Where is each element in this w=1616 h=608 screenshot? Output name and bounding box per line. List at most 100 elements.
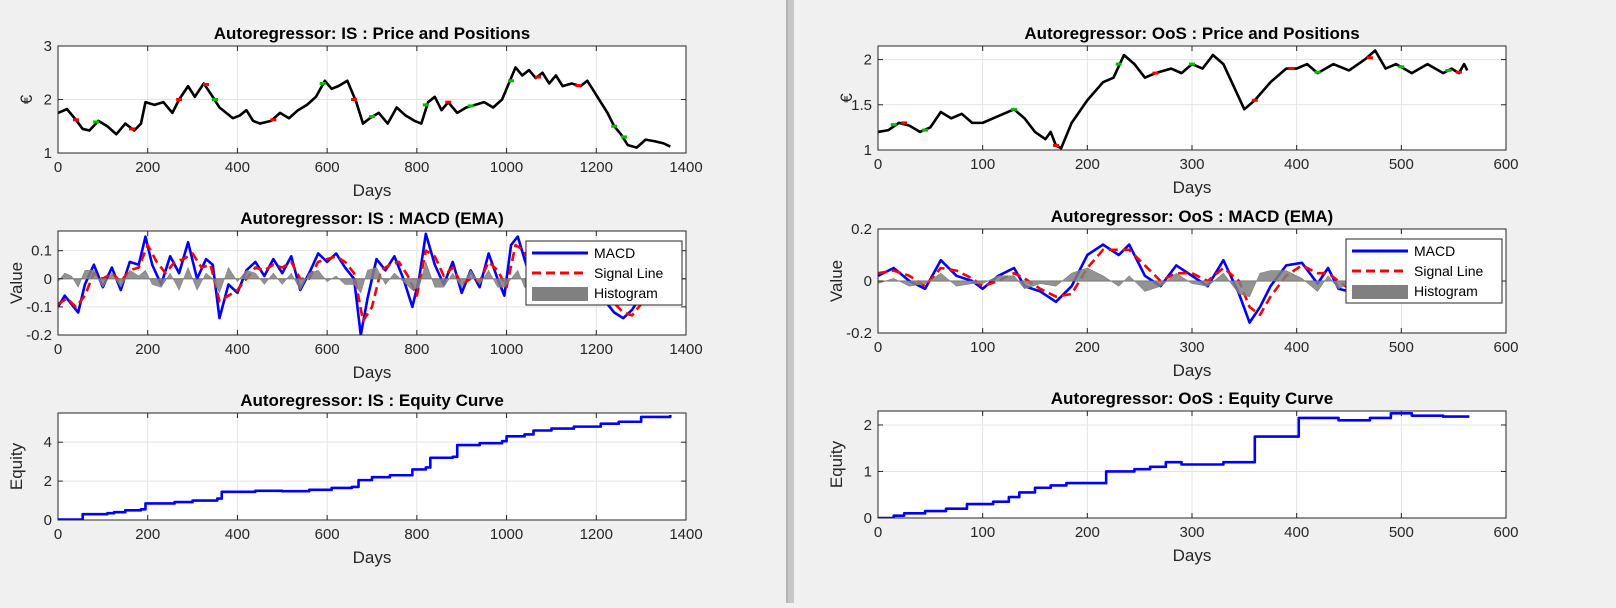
series-equity [58, 414, 672, 520]
y-axis-label: Equity [7, 442, 26, 490]
y-axis-label: Value [7, 262, 26, 304]
x-tick-label: 1200 [580, 341, 613, 358]
x-axis-label: Days [353, 181, 392, 200]
plot-series [878, 49, 1469, 150]
x-axis-label: Days [353, 548, 392, 567]
legend: MACD Signal Line Histogram [525, 240, 683, 306]
y-axis-label: € [837, 93, 856, 103]
y-tick-label: 0 [864, 510, 872, 527]
chart-title: Autoregressor: OoS : Price and Positions [1024, 24, 1359, 43]
legend-swatch-histogram [532, 287, 588, 301]
y-tick-label: -0.2 [26, 327, 52, 344]
chart-oos_equity: 0 100 200 300 400 500 600 0 1 2 Autoregressor: OoS… [827, 389, 1519, 565]
x-tick-label: 300 [1179, 156, 1204, 173]
y-tick-label: 2 [44, 473, 52, 490]
y-tick-label: 0 [44, 271, 52, 288]
y-tick-label: 2 [864, 417, 872, 434]
x-tick-label: 500 [1389, 524, 1414, 541]
chart-title: Autoregressor: OoS : Equity Curve [1051, 389, 1333, 408]
x-tick-label: 1200 [580, 159, 613, 176]
panel-divider[interactable] [788, 0, 794, 603]
x-tick-label: 1200 [580, 526, 613, 543]
x-tick-label: 200 [135, 526, 160, 543]
chart-is_equity: 0 200 400 600 800 1000 1200 1400 0 2 4 Autoregresso… [7, 391, 703, 567]
x-axis-label: Days [1173, 178, 1212, 197]
x-tick-label: 400 [1284, 524, 1309, 541]
y-axis-label: € [17, 94, 36, 104]
x-tick-label: 400 [1284, 339, 1309, 356]
axes-frame [57, 412, 687, 521]
y-tick-label: 2 [44, 92, 52, 109]
x-tick-label: 200 [135, 159, 160, 176]
x-tick-label: 500 [1389, 339, 1414, 356]
series-price [58, 66, 671, 149]
y-tick-label: 0.2 [851, 221, 872, 238]
y-axis-label: Equity [827, 440, 846, 488]
chart-is_macd: 0 200 400 600 800 1000 1200 1400 -0.2 -0.1 0 0.1 Aut… [7, 209, 703, 382]
x-tick-label: 300 [1179, 524, 1204, 541]
x-tick-label: 600 [315, 526, 340, 543]
x-tick-label: 1000 [490, 526, 523, 543]
x-tick-label: 600 [1493, 156, 1518, 173]
x-tick-label: 1000 [490, 159, 523, 176]
legend-label: Histogram [594, 285, 658, 301]
x-tick-label: 800 [404, 341, 429, 358]
chart-title: Autoregressor: IS : Equity Curve [240, 391, 504, 410]
x-tick-label: 400 [225, 526, 250, 543]
axes-frame [57, 230, 687, 336]
chart-oos_macd: 0 100 200 300 400 500 600-0.200.2Autoregressor… [827, 207, 1519, 380]
x-tick-label: 800 [404, 526, 429, 543]
x-tick-label: 200 [135, 341, 160, 358]
legend-label: Signal Line [1414, 263, 1483, 279]
x-tick-label: 300 [1179, 339, 1204, 356]
chart-is_price: 0 200 400 600 800 1000 1200 1400 1 2 3 Autoregresso… [17, 24, 703, 200]
x-tick-label: 400 [225, 159, 250, 176]
x-tick-label: 1000 [490, 341, 523, 358]
series-equity [878, 412, 1470, 518]
chart-title: Autoregressor: OoS : MACD (EMA) [1051, 207, 1333, 226]
x-tick-label: 200 [1075, 339, 1100, 356]
chart-title: Autoregressor: IS : MACD (EMA) [240, 209, 504, 228]
legend-swatch-histogram [1352, 285, 1408, 299]
plot-series [58, 66, 671, 149]
x-tick-label: 1400 [669, 526, 702, 543]
plot-series [58, 414, 672, 520]
y-tick-label: 1.5 [851, 97, 872, 114]
legend-label: MACD [1414, 243, 1455, 259]
x-tick-label: 100 [970, 524, 995, 541]
x-tick-label: 0 [874, 339, 882, 356]
y-tick-label: 4 [44, 434, 52, 451]
x-tick-label: 1400 [669, 341, 702, 358]
chart-oos_price: 0 100 200 300 400 500 600 1 1.5 2 Autoregressor: O… [837, 24, 1519, 197]
x-tick-label: 200 [1075, 156, 1100, 173]
x-tick-label: 400 [1284, 156, 1309, 173]
x-tick-label: 200 [1075, 524, 1100, 541]
x-tick-label: 500 [1389, 156, 1414, 173]
panel-divider-shadow [786, 0, 788, 603]
y-tick-label: 3 [44, 38, 52, 55]
x-tick-label: 100 [970, 339, 995, 356]
x-tick-label: 600 [315, 159, 340, 176]
y-tick-label: -0.2 [846, 325, 872, 342]
x-tick-label: 600 [315, 341, 340, 358]
plot-series [878, 243, 1506, 324]
y-tick-label: 1 [44, 145, 52, 162]
x-axis-label: Days [1173, 546, 1212, 565]
y-tick-label: 1 [864, 463, 872, 480]
x-tick-label: 1400 [669, 159, 702, 176]
y-tick-label: 2 [864, 52, 872, 69]
x-tick-label: 0 [54, 341, 62, 358]
legend-label: Signal Line [594, 265, 663, 281]
x-tick-label: 0 [874, 524, 882, 541]
x-tick-label: 600 [1493, 339, 1518, 356]
x-axis-label: Days [353, 363, 392, 382]
x-tick-label: 0 [54, 526, 62, 543]
chart-title: Autoregressor: IS : Price and Positions [214, 24, 530, 43]
y-tick-label: -0.1 [26, 299, 52, 316]
legend-label: MACD [594, 245, 635, 261]
x-tick-label: 800 [404, 159, 429, 176]
y-tick-label: 0 [864, 273, 872, 290]
x-axis-label: Days [1173, 361, 1212, 380]
x-tick-label: 0 [874, 156, 882, 173]
